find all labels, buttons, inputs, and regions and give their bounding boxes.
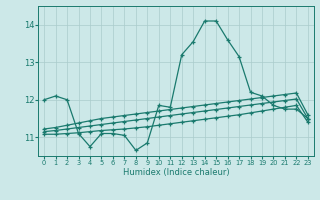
X-axis label: Humidex (Indice chaleur): Humidex (Indice chaleur) <box>123 168 229 177</box>
